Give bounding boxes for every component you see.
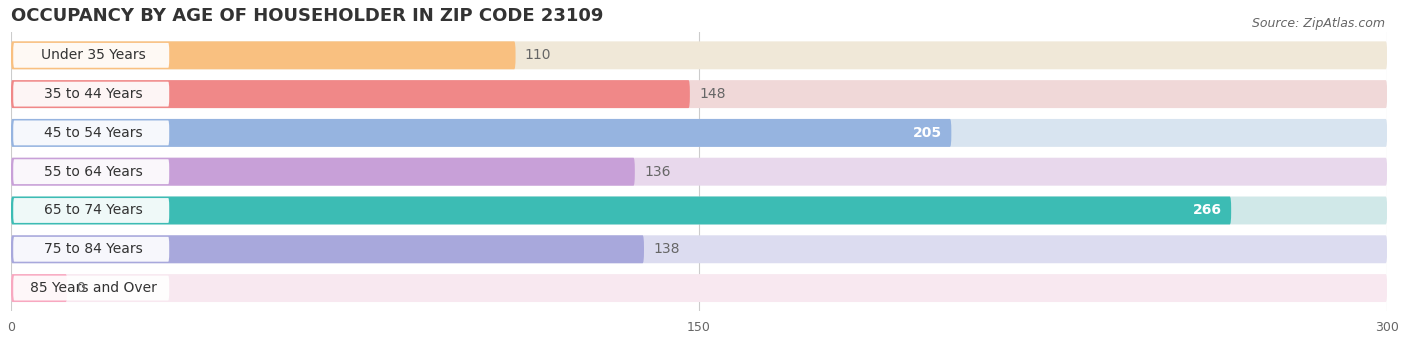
FancyBboxPatch shape xyxy=(11,80,1388,108)
FancyBboxPatch shape xyxy=(11,235,1388,263)
Text: 35 to 44 Years: 35 to 44 Years xyxy=(44,87,143,101)
Text: 148: 148 xyxy=(699,87,725,101)
Text: Source: ZipAtlas.com: Source: ZipAtlas.com xyxy=(1251,17,1385,30)
FancyBboxPatch shape xyxy=(13,159,169,184)
FancyBboxPatch shape xyxy=(11,119,952,147)
Text: 136: 136 xyxy=(644,165,671,179)
FancyBboxPatch shape xyxy=(13,198,169,223)
FancyBboxPatch shape xyxy=(11,235,644,263)
FancyBboxPatch shape xyxy=(13,43,169,68)
Text: 138: 138 xyxy=(654,242,679,256)
Text: 85 Years and Over: 85 Years and Over xyxy=(30,281,157,295)
FancyBboxPatch shape xyxy=(11,274,1388,302)
FancyBboxPatch shape xyxy=(13,82,169,106)
Text: 65 to 74 Years: 65 to 74 Years xyxy=(44,204,143,218)
Text: 0: 0 xyxy=(76,281,84,295)
Text: 110: 110 xyxy=(524,48,551,62)
FancyBboxPatch shape xyxy=(11,274,67,302)
Text: 205: 205 xyxy=(912,126,942,140)
FancyBboxPatch shape xyxy=(13,120,169,145)
FancyBboxPatch shape xyxy=(11,158,1388,186)
Text: 45 to 54 Years: 45 to 54 Years xyxy=(44,126,143,140)
FancyBboxPatch shape xyxy=(13,237,169,262)
FancyBboxPatch shape xyxy=(11,119,1388,147)
Text: OCCUPANCY BY AGE OF HOUSEHOLDER IN ZIP CODE 23109: OCCUPANCY BY AGE OF HOUSEHOLDER IN ZIP C… xyxy=(11,7,603,25)
FancyBboxPatch shape xyxy=(11,196,1232,224)
FancyBboxPatch shape xyxy=(11,196,1388,224)
FancyBboxPatch shape xyxy=(11,80,690,108)
Text: 55 to 64 Years: 55 to 64 Years xyxy=(44,165,143,179)
Text: Under 35 Years: Under 35 Years xyxy=(41,48,146,62)
Text: 75 to 84 Years: 75 to 84 Years xyxy=(44,242,143,256)
Text: 266: 266 xyxy=(1192,204,1222,218)
FancyBboxPatch shape xyxy=(11,41,516,69)
FancyBboxPatch shape xyxy=(11,158,636,186)
FancyBboxPatch shape xyxy=(11,41,1388,69)
FancyBboxPatch shape xyxy=(13,276,169,300)
